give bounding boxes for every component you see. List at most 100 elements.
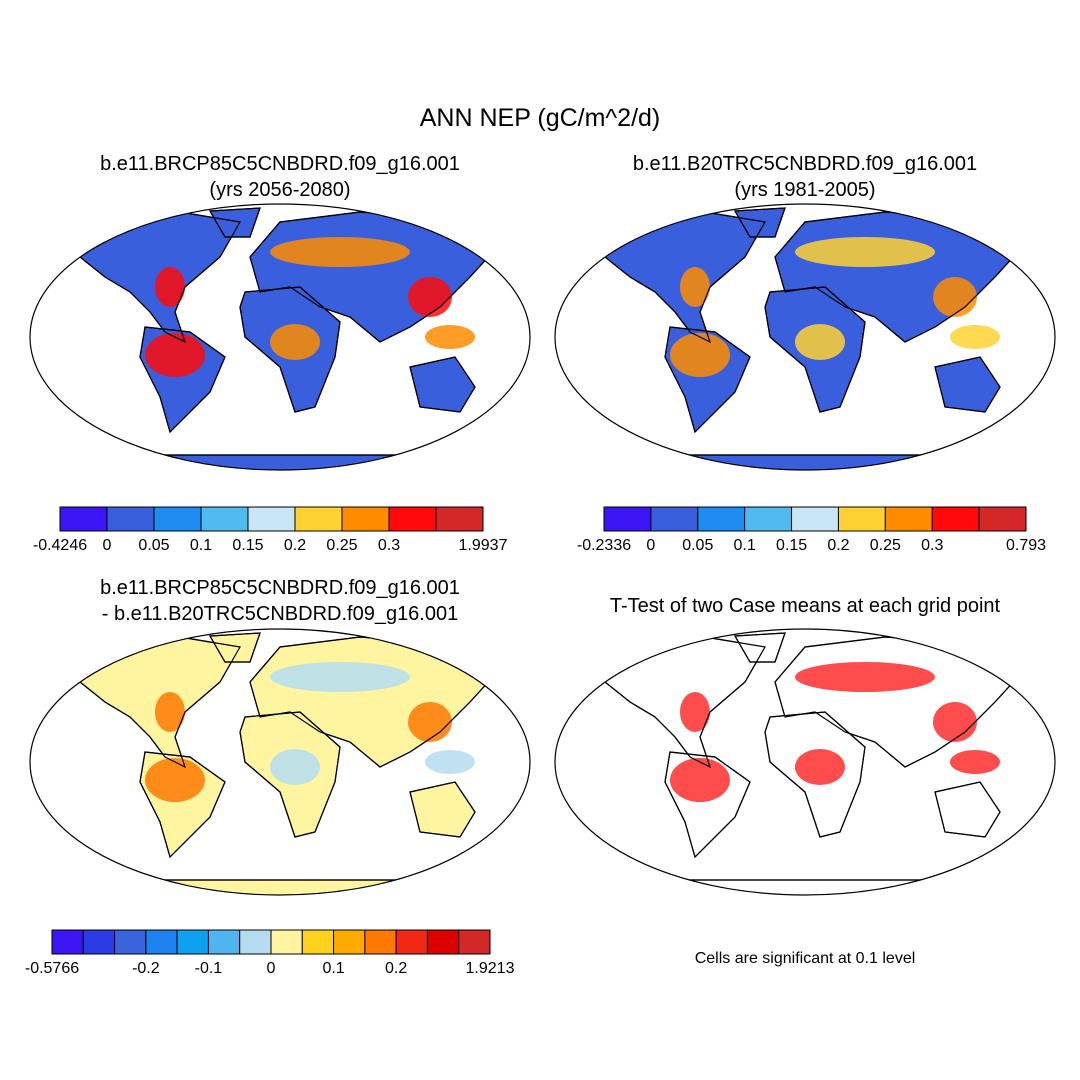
hotspot — [795, 237, 935, 267]
hotspot — [933, 702, 977, 742]
color-swatch — [59, 506, 108, 532]
note: Cells are significant at 0.1 level — [695, 950, 916, 967]
hotspot — [950, 325, 1000, 349]
hotspot — [795, 324, 845, 360]
color-swatch — [176, 929, 209, 955]
figure-title: ANN NEP (gC/m^2/d) — [420, 104, 661, 132]
color-swatch — [270, 929, 303, 955]
hotspot — [270, 662, 410, 692]
colorbar-label: 0.793 — [1006, 537, 1046, 554]
panel-title: - b.e11.B20TRC5CNBDRD.f09_g16.001 — [102, 603, 458, 625]
map-border — [554, 628, 1056, 896]
color-swatch — [650, 506, 699, 532]
color-swatch — [51, 929, 84, 955]
panel-title: b.e11.BRCP85C5CNBDRD.f09_g16.001 — [100, 153, 460, 175]
map — [554, 628, 1056, 896]
colorbar-label: 0.1 — [734, 537, 756, 554]
color-swatch — [426, 929, 460, 955]
color-swatch — [435, 506, 484, 532]
color-swatch — [247, 506, 296, 532]
panel-title: (yrs 2056-2080) — [209, 179, 350, 201]
colorbar-label: -0.5766 — [25, 960, 79, 977]
color-swatch — [744, 506, 793, 532]
color-swatch — [82, 929, 116, 955]
color-swatch — [388, 506, 437, 532]
hotspot — [680, 692, 710, 732]
colorbar-label: 0 — [103, 537, 112, 554]
colorbar-label: 1.9213 — [466, 960, 515, 977]
colorbar-label: -0.1 — [195, 960, 223, 977]
color-swatch — [239, 929, 272, 955]
hotspot — [795, 662, 935, 692]
map-clip — [79, 632, 503, 895]
color-swatch — [791, 506, 839, 532]
hotspot — [950, 750, 1000, 774]
colorbar-label: 0.3 — [378, 537, 400, 554]
colorbar-label: -0.2 — [132, 960, 160, 977]
color-swatch — [395, 929, 428, 955]
color-swatch — [153, 506, 202, 532]
hotspot — [270, 237, 410, 267]
color-swatch — [207, 929, 241, 955]
colorbar-label: 0.05 — [682, 537, 713, 554]
color-swatch — [603, 506, 652, 532]
color-swatch — [200, 506, 249, 532]
colorbar-label: -0.2336 — [577, 537, 631, 554]
color-swatch — [364, 929, 397, 955]
hotspot — [933, 277, 977, 317]
hotspot — [145, 333, 205, 377]
hotspot — [155, 692, 185, 732]
color-swatch — [978, 506, 1027, 532]
color-swatch — [458, 929, 491, 955]
hotspot — [270, 324, 320, 360]
colorbar-label: 0.2 — [827, 537, 849, 554]
colorbar-label: 0.1 — [322, 960, 344, 977]
hotspot — [670, 333, 730, 377]
map-clip — [79, 207, 503, 470]
hotspot — [795, 749, 845, 785]
map-clip — [604, 207, 1028, 470]
map-border — [29, 203, 531, 471]
colorbar-label: 0.1 — [190, 537, 212, 554]
map — [29, 628, 531, 896]
color-swatch — [145, 929, 178, 955]
colorbar-label: 0.15 — [232, 537, 263, 554]
map-border — [29, 628, 531, 896]
color-swatch — [294, 506, 343, 532]
colorbar-label: 0.3 — [921, 537, 943, 554]
colorbar-label: 0.2 — [284, 537, 306, 554]
colorbar-label: 0.05 — [138, 537, 169, 554]
colorbar-label: 0.15 — [776, 537, 807, 554]
hotspot — [155, 267, 185, 307]
color-swatch — [884, 506, 933, 532]
panel-title: T-Test of two Case means at each grid po… — [610, 595, 1001, 617]
colorbar-label: 0 — [267, 960, 276, 977]
color-swatch — [837, 506, 886, 532]
hotspot — [680, 267, 710, 307]
panel-title: b.e11.BRCP85C5CNBDRD.f09_g16.001 — [100, 577, 460, 599]
color-swatch — [697, 506, 746, 532]
hotspot — [145, 758, 205, 802]
colorbar-label: 0.2 — [385, 960, 407, 977]
hotspot — [270, 749, 320, 785]
color-swatch — [341, 506, 390, 532]
colorbar-label: 0 — [646, 537, 655, 554]
hotspot — [408, 702, 452, 742]
map — [29, 203, 531, 471]
panel-title: b.e11.B20TRC5CNBDRD.f09_g16.001 — [633, 153, 977, 175]
map-border — [554, 203, 1056, 471]
hotspot — [425, 750, 475, 774]
hotspot — [408, 277, 452, 317]
hotspot — [670, 758, 730, 802]
color-swatch — [106, 506, 155, 532]
hotspot — [425, 325, 475, 349]
colorbar-label: -0.4246 — [33, 537, 87, 554]
color-swatch — [114, 929, 147, 955]
colorbar-label: 0.25 — [870, 537, 901, 554]
map-clip — [604, 632, 1028, 895]
colorbar-label: 0.25 — [326, 537, 357, 554]
map — [554, 203, 1056, 471]
color-swatch — [931, 506, 980, 532]
color-swatch — [301, 929, 335, 955]
